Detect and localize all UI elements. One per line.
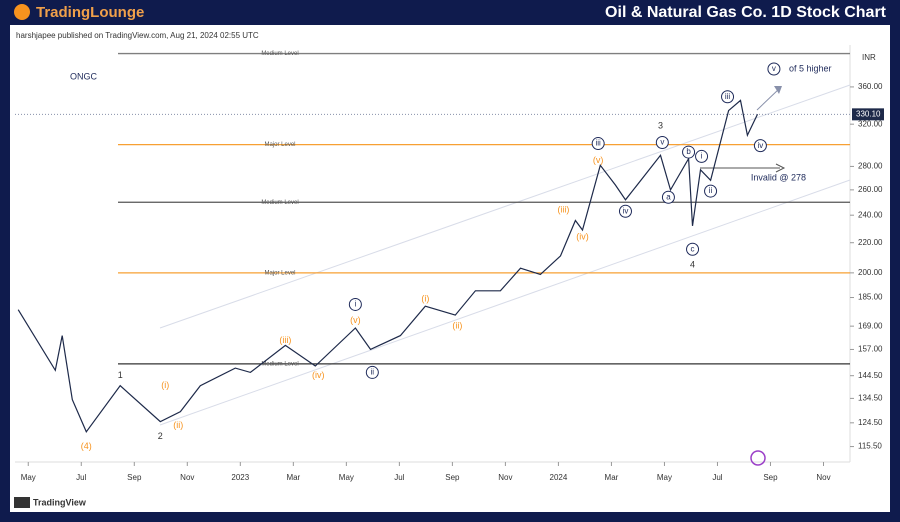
wave-label: b xyxy=(686,147,691,156)
wave-label: (i) xyxy=(161,380,169,390)
x-tick-label: May xyxy=(339,473,354,482)
wave-label: iii xyxy=(725,92,731,101)
wave-circle xyxy=(704,184,718,198)
x-tick-label: 2023 xyxy=(231,473,249,482)
x-tick-label: Sep xyxy=(445,473,460,482)
wave-circle xyxy=(682,145,696,159)
y-tick-label: 280.00 xyxy=(858,162,883,171)
y-tick-label: 169.00 xyxy=(858,321,883,330)
currency: INR xyxy=(862,53,876,62)
wave-label: iv xyxy=(758,141,764,150)
invalid-arrow-head xyxy=(775,163,786,173)
last-price-box xyxy=(852,108,884,121)
wave-label: (ii) xyxy=(452,321,462,331)
x-tick-label: May xyxy=(21,473,36,482)
y-tick-label: 134.50 xyxy=(858,393,883,402)
wave-label: Invalid @ 278 xyxy=(751,172,806,182)
wave-label: (iii) xyxy=(557,204,569,214)
wave-label: 2 xyxy=(158,431,163,441)
y-tick-label: 220.00 xyxy=(858,238,883,247)
y-tick-label: 240.00 xyxy=(858,210,883,219)
arrow-head xyxy=(774,86,782,94)
last-price-label: 330.10 xyxy=(856,109,881,118)
symbol: ONGC xyxy=(70,71,98,81)
wave-label: of 5 higher xyxy=(789,63,832,73)
wave-circle xyxy=(618,204,632,218)
wave-label: i xyxy=(701,152,703,161)
level-label: Medium Level xyxy=(261,51,298,57)
x-tick-label: Jul xyxy=(394,473,404,482)
x-tick-label: Mar xyxy=(605,473,619,482)
y-tick-label: 200.00 xyxy=(858,268,883,277)
y-tick-label: 260.00 xyxy=(858,185,883,194)
wave-circle xyxy=(661,190,675,204)
wave-label: (i) xyxy=(421,294,429,304)
y-tick-label: 115.50 xyxy=(858,442,882,451)
chart-panel xyxy=(10,25,890,512)
x-tick-label: 2024 xyxy=(550,473,568,482)
x-tick-label: Sep xyxy=(763,473,778,482)
wave-circle xyxy=(686,242,700,256)
wave-label: (ii) xyxy=(173,420,183,430)
logo-icon xyxy=(14,4,30,20)
wave-circle xyxy=(655,135,669,149)
wave-circle xyxy=(348,297,362,311)
level-label: Medium Level xyxy=(261,361,298,367)
wave-circle xyxy=(753,139,767,153)
price-line xyxy=(17,99,759,433)
wave-label: (v) xyxy=(593,155,604,165)
x-tick-label: Jul xyxy=(712,473,722,482)
footer-logo xyxy=(14,497,30,508)
wave-label: 3 xyxy=(658,121,663,131)
icon xyxy=(750,450,766,466)
wave-circle xyxy=(591,137,605,151)
wave-label: iv xyxy=(623,206,629,215)
wave-label: a xyxy=(666,192,671,201)
wave-label: (iv) xyxy=(576,231,589,241)
level-label: Major Level xyxy=(264,270,295,276)
x-tick-label: Nov xyxy=(816,473,830,482)
arrow xyxy=(756,87,781,111)
wave-circle xyxy=(365,365,379,379)
wave-label: ii xyxy=(371,368,375,377)
chart-title: Oil & Natural Gas Co. 1D Stock Chart xyxy=(605,4,887,21)
wave-label: v xyxy=(772,64,776,73)
y-tick-label: 185.00 xyxy=(858,293,883,302)
wave-label: v xyxy=(660,138,664,147)
wave-label: c xyxy=(691,244,695,253)
wave-circle xyxy=(695,149,709,163)
x-tick-label: Nov xyxy=(498,473,512,482)
wave-circle xyxy=(721,90,735,104)
y-tick-label: 157.00 xyxy=(858,345,883,354)
x-tick-label: Mar xyxy=(286,473,300,482)
wave-label: i xyxy=(354,300,356,309)
channel-line xyxy=(159,84,851,329)
y-tick-label: 320.00 xyxy=(858,119,883,128)
wave-circle xyxy=(767,62,781,76)
wave-label: 4 xyxy=(690,259,695,269)
wave-label: (v) xyxy=(350,315,361,325)
level-label: Major Level xyxy=(264,142,295,148)
wave-label: (iv) xyxy=(312,370,325,380)
channel-line xyxy=(159,179,851,426)
x-tick-label: Jul xyxy=(76,473,86,482)
level-label: Medium Level xyxy=(261,200,298,206)
y-tick-label: 124.50 xyxy=(858,418,883,427)
y-tick-label: 360.00 xyxy=(858,82,883,91)
wave-label: iii xyxy=(596,139,602,148)
subtitle: harshjapee published on TradingView.com,… xyxy=(16,31,259,40)
wave-label: (4) xyxy=(81,441,92,451)
y-tick-label: 144.50 xyxy=(858,371,883,380)
x-tick-label: Nov xyxy=(180,473,194,482)
brand: TradingLounge xyxy=(36,4,144,21)
footer: TradingView xyxy=(33,497,87,507)
wave-label: 1 xyxy=(118,370,123,380)
x-tick-label: Sep xyxy=(127,473,142,482)
wave-label: (iii) xyxy=(279,335,291,345)
x-tick-label: May xyxy=(657,473,672,482)
wave-label: ii xyxy=(709,186,713,195)
